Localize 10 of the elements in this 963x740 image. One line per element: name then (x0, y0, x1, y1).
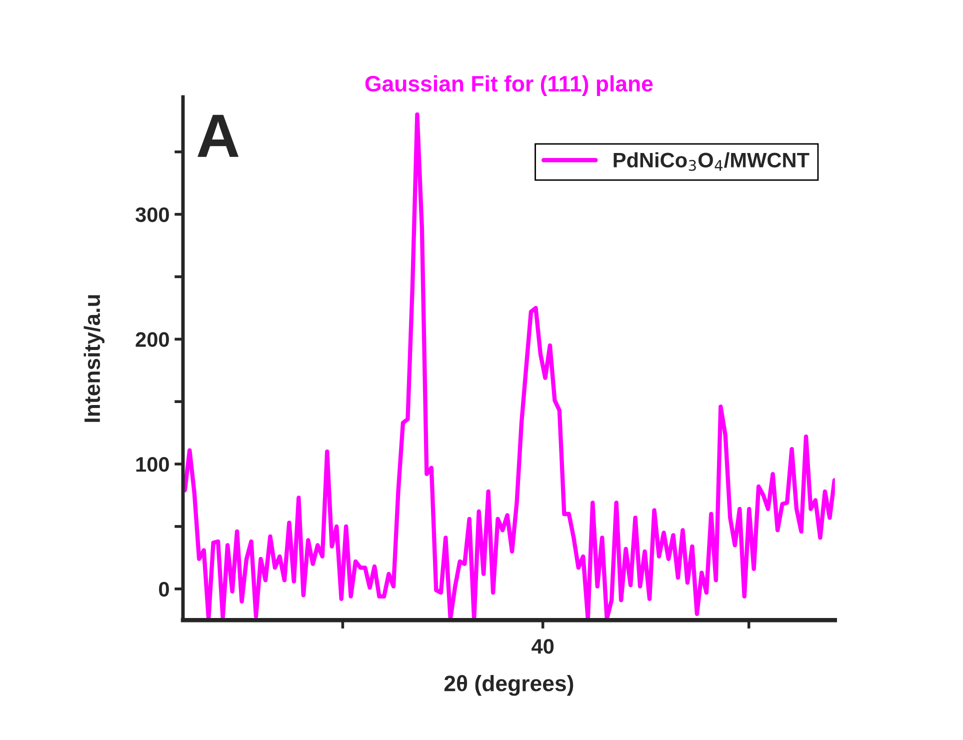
legend-label: PdNiCo$_{3}$O$_{4}$/MWCNT (614, 152, 810, 171)
x-axis-title: 2θ (degrees) (444, 674, 574, 696)
annotation: A (198, 114, 239, 157)
y-tick-label: 0 (159, 582, 169, 597)
chart-title: Gaussian Fit for (111) plane (365, 75, 653, 96)
y-tick-label: 100 (136, 457, 169, 472)
y-tick-label: 300 (136, 207, 169, 222)
y-tick-label: 200 (136, 332, 169, 347)
y-axis-title: Intensity/a.u (84, 295, 104, 422)
text: 40 (532, 638, 554, 654)
